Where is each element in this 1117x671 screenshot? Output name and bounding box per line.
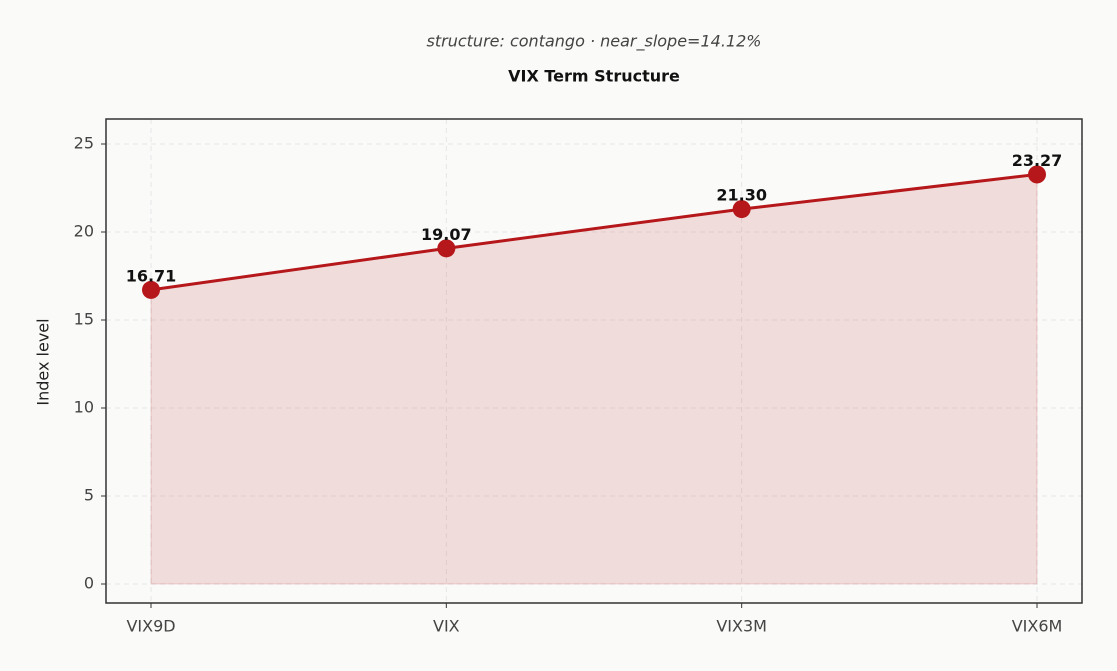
point — [732, 200, 751, 219]
y-axis-label: Index level — [34, 318, 53, 405]
y-tick-label: 5 — [84, 485, 94, 504]
x-tick-label: VIX6M — [1012, 617, 1063, 636]
point — [142, 280, 160, 299]
value-label: 23.27 — [1012, 151, 1063, 170]
chart-subtitle: structure: contango · near_slope=14.12% — [427, 32, 762, 52]
point — [1028, 165, 1046, 184]
line — [150, 172, 1038, 292]
plot-frame — [105, 118, 1083, 604]
chart-title: VIX Term Structure — [508, 67, 680, 86]
y-tick-label: 25 — [74, 133, 94, 152]
y-tick-label: 15 — [74, 309, 94, 328]
plot-area: 0 5 10 15 20 25 VIX9D VIX VIX3M VIX6M 16.71 19.07 21… — [74, 119, 1082, 636]
point — [437, 239, 456, 258]
y-tick-label: 0 — [84, 573, 94, 592]
value-label: 16.71 — [126, 266, 177, 285]
y-tick-label: 20 — [74, 221, 94, 240]
x-tick-label: VIX9D — [126, 617, 175, 636]
x-tick-label: VIX3M — [716, 617, 767, 636]
x-tick-label: VIX — [433, 617, 460, 636]
value-label: 21.30 — [716, 186, 767, 205]
value-label: 19.07 — [421, 225, 472, 244]
y-tick-label: 10 — [74, 397, 94, 416]
